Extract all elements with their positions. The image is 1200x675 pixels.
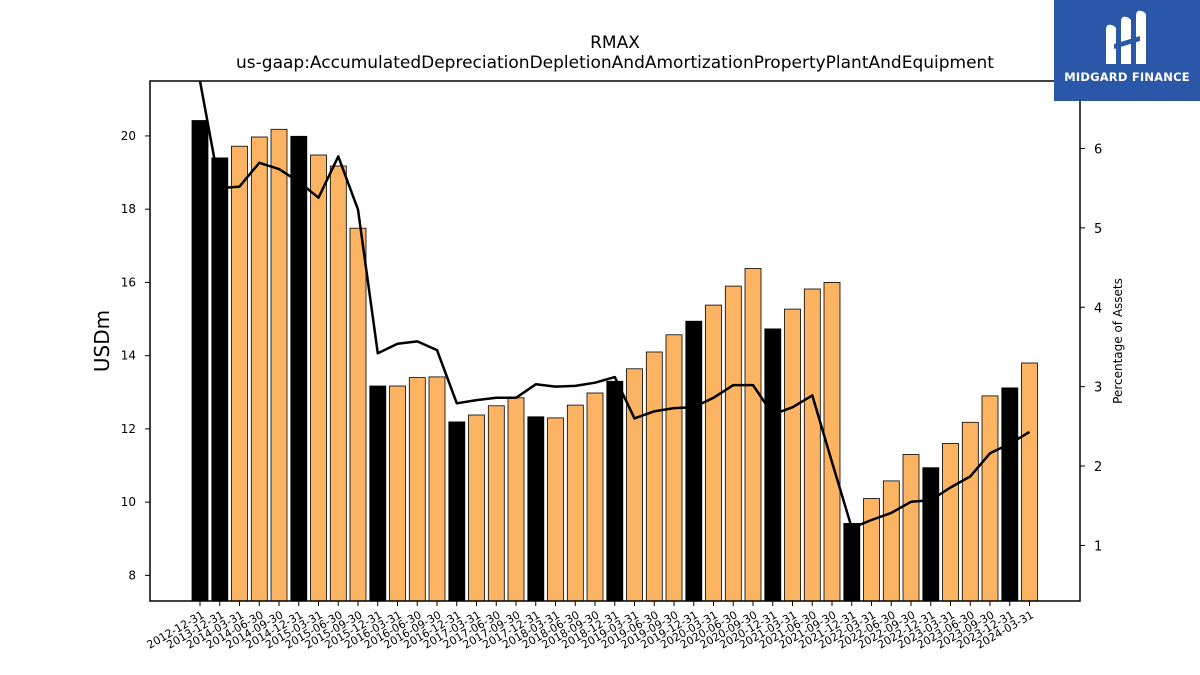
y2-tick-label: 6	[1094, 142, 1102, 157]
bar-2014-06-30	[250, 136, 268, 602]
y2-tick-label: 5	[1094, 222, 1102, 237]
bar-2017-09-30	[507, 397, 525, 602]
bar-2022-03-31	[863, 498, 880, 602]
bar-2013-12-31	[211, 157, 229, 602]
bar-2020-03-31	[705, 304, 722, 602]
midgard-finance-logo: MIDGARD FINANCE	[1054, 0, 1200, 101]
bar-2018-09-30	[586, 392, 604, 602]
bar-2022-09-30	[902, 454, 920, 602]
y2-tick-label: 2	[1094, 460, 1102, 475]
bar-2023-03-31	[942, 443, 959, 602]
bar-2012-12-31	[191, 120, 209, 602]
bar-2015-03-31	[310, 154, 327, 602]
bar-2023-06-30	[961, 421, 979, 602]
bar-2019-12-31	[685, 320, 703, 602]
right-axis-ticks: 1 2 3 4 5 6	[1080, 142, 1102, 554]
y-tick-label: 16	[121, 275, 136, 289]
bar-2019-06-30	[645, 351, 663, 602]
bar-2017-06-30	[487, 405, 505, 602]
y2-tick-label: 4	[1094, 301, 1102, 316]
bar-2022-12-31	[922, 467, 940, 602]
bar-2014-09-30	[270, 128, 288, 602]
bar-2015-12-31	[369, 385, 387, 602]
bar-2020-12-31	[764, 328, 782, 602]
y2-tick-label: 3	[1094, 381, 1102, 396]
y-tick-label: 10	[121, 495, 136, 509]
y-tick-label: 18	[121, 202, 136, 216]
logo-text: MIDGARD FINANCE	[1064, 70, 1190, 84]
bar-2020-09-30	[744, 268, 762, 602]
bar-2019-03-31	[626, 368, 643, 602]
bar-2021-06-30	[803, 288, 821, 602]
percentage-line	[198, 80, 1031, 530]
bar-2016-12-31	[448, 421, 466, 602]
left-axis-ticks: 8 10 12 14 16 18 20	[121, 129, 150, 582]
bar-2023-12-31	[1001, 387, 1019, 602]
y-tick-label: 14	[121, 349, 136, 363]
chart-subtitle: us-gaap:AccumulatedDepreciationDepletion…	[236, 53, 994, 73]
y-axis-label: USDm	[90, 310, 114, 372]
x-axis-ticks: 2012-12-312013-12-312014-03-312014-06-30…	[145, 601, 1036, 652]
bar-2020-06-30	[724, 285, 742, 602]
bar-2018-03-31	[547, 417, 564, 602]
y-tick-label: 20	[121, 129, 136, 143]
logo-mark-icon	[1106, 10, 1146, 65]
bar-2022-06-30	[882, 480, 900, 602]
bar-2019-09-30	[665, 334, 683, 602]
y-tick-label: 8	[128, 568, 136, 582]
bar-2017-03-31	[468, 414, 485, 602]
bar-2018-12-31	[606, 380, 624, 602]
bar-2015-06-30	[329, 165, 347, 602]
bar-2023-09-30	[981, 395, 999, 602]
bar-2024-03-31	[1021, 362, 1038, 602]
bar-2016-06-30	[408, 377, 426, 602]
bars-group	[191, 120, 1038, 602]
bar-2014-12-31	[290, 135, 308, 602]
bar-2018-06-30	[566, 404, 584, 602]
bar-2017-12-31	[527, 416, 545, 602]
y2-tick-label: 1	[1094, 539, 1102, 554]
bar-2014-03-31	[231, 145, 248, 602]
chart-title: RMAX	[590, 33, 640, 53]
bar-2016-03-31	[389, 385, 406, 602]
bar-2016-09-30	[428, 376, 446, 602]
y2-axis-label: Percentage of Assets	[1111, 278, 1125, 404]
y-tick-label: 12	[121, 422, 136, 436]
bar-2015-09-30	[349, 227, 367, 602]
bar-2021-03-31	[784, 308, 801, 602]
bar-2021-12-31	[843, 523, 861, 602]
